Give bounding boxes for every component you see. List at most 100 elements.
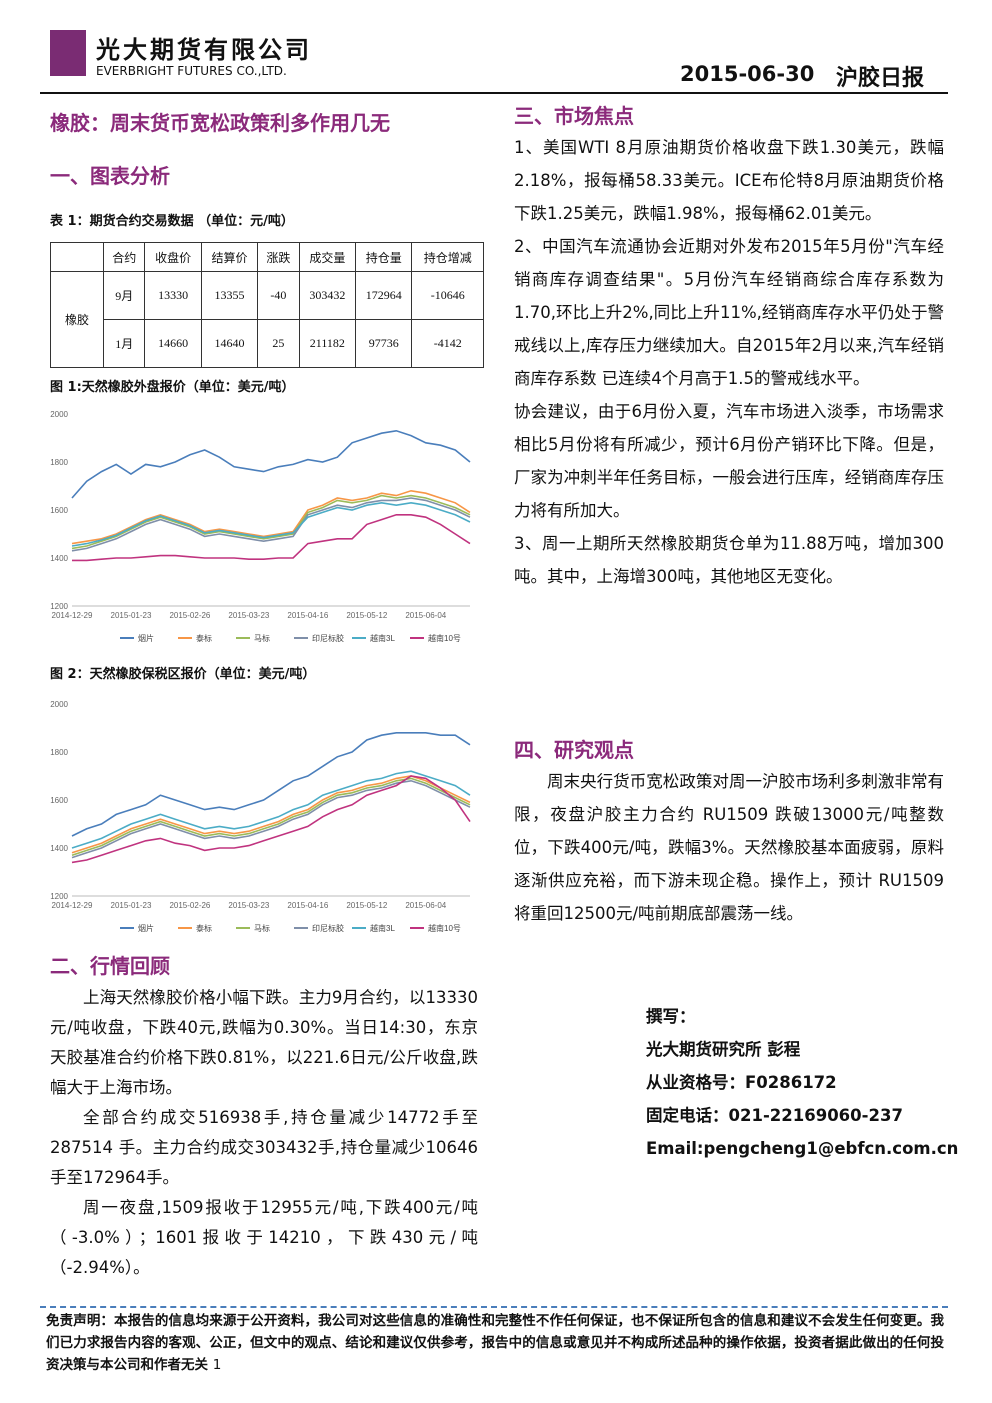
x-tick-label: 2015-06-04 (405, 901, 446, 910)
section-heading: 二、行情回顾 (50, 954, 170, 978)
chart: 1200 1400 1600 1800 2000 2014-12-29 2015-01-23… (50, 410, 471, 643)
legend-label: 印尼标胶 (312, 633, 344, 643)
section-heading: 一、图表分析 (50, 164, 170, 188)
x-tick-label: 2015-02-26 (169, 611, 210, 620)
x-tick-label: 2014-12-29 (52, 611, 93, 620)
th: 成交量 (298, 242, 357, 272)
line (71, 501, 471, 547)
td: -10646 (411, 271, 484, 320)
y-tick-label: 1800 (50, 458, 68, 467)
company-en: EVERBRIGHT FUTURES CO.,LTD. (96, 64, 287, 78)
td: -40 (257, 271, 300, 320)
td: 橡胶 (50, 271, 104, 368)
td: 211182 (298, 319, 357, 368)
th: 持仓量 (355, 242, 413, 272)
line (71, 429, 471, 499)
author-line: Email:pengcheng1@ebfcn.com.cn (646, 1139, 959, 1158)
x-tick-label: 2015-04-16 (287, 611, 328, 620)
author-line: 光大期货研究所 彭程 (646, 1040, 801, 1059)
td: 14640 (200, 319, 259, 368)
td: 97736 (355, 319, 413, 368)
td: 25 (257, 319, 300, 368)
disclaimer-text: 免责声明：本报告的信息均来源于公开资料，我公司对这些信息的准确性和完整性不作任何… (46, 1313, 944, 1373)
legend-label: 烟片 (138, 633, 154, 643)
table-caption: 表 1：期货合约交易数据 （单位：元/吨） (50, 214, 294, 229)
line (71, 775, 471, 864)
company-cn: 光大期货有限公司 (96, 36, 312, 64)
y-tick-label: 1600 (50, 506, 68, 515)
x-tick-label: 2014-12-29 (52, 901, 93, 910)
th: 合约 (102, 242, 146, 272)
legend-label: 马标 (254, 633, 270, 643)
legend-label: 越南3L (370, 633, 395, 643)
td: 13330 (144, 271, 202, 320)
author-line: 固定电话：021-22169060-237 (646, 1106, 903, 1125)
td: 172964 (355, 271, 413, 320)
author-line: 撰写： (646, 1007, 696, 1026)
paragraph: 1、美国WTI 8月原油期货价格收盘下跌1.30美元，跌幅2.18%，报每桶58… (514, 138, 944, 223)
line (71, 489, 471, 545)
paragraph: 周一夜盘,1509报收于12955元/吨,下跌400元/吨（-3.0%）；160… (50, 1198, 478, 1277)
x-tick-label: 2015-02-26 (169, 901, 210, 910)
header-rule (40, 92, 948, 94)
paragraph: 2、中国汽车流通协会近期对外发布2015年5月份"汽车经销商库存调查结果"。5月… (514, 237, 944, 388)
y-tick-label: 1200 (50, 602, 68, 611)
review: 上海天然橡胶价格小幅下跌。主力9月合约，以13330元/吨收盘，下跌40元,跌幅… (50, 983, 478, 1283)
legend-label: 烟片 (138, 923, 154, 933)
report-name: 沪胶日报 (836, 66, 925, 91)
title: 橡胶：周末货币宽松政策利多作用几无 (50, 111, 390, 135)
chart-title: 图 2：天然橡胶保税区报价（单位：美元/吨） (50, 667, 316, 682)
line (71, 777, 471, 856)
logo (50, 30, 86, 76)
y-tick-label: 1200 (50, 892, 68, 901)
paragraph: 协会建议，由于6月份入夏，汽车市场进入淡季，市场需求相比5月份将有所减少，预计6… (514, 402, 944, 520)
author-line: 从业资格号：F0286172 (646, 1073, 837, 1092)
paragraph: 3、周一上期所天然橡胶期货仓单为11.88万吨，增加300吨。其中，上海增300… (514, 534, 944, 586)
y-tick-label: 2000 (50, 410, 68, 419)
y-tick-label: 1600 (50, 796, 68, 805)
footer-rule (40, 1306, 948, 1308)
legend-label: 越南3L (370, 923, 395, 933)
line (72, 514, 471, 562)
section-heading: 四、研究观点 (514, 738, 634, 762)
td: 9月 (102, 271, 146, 320)
table: 合约 收盘价 结算价 涨跌 成交量 持仓量 持仓增减 橡胶 9月 13330 13355 -40 30… (50, 242, 484, 368)
line (71, 779, 471, 859)
y-tick-label: 1800 (50, 748, 68, 757)
legend-label: 泰标 (196, 633, 212, 643)
disclaimer: 免责声明：本报告的信息均来源于公开资料，我公司对这些信息的准确性和完整性不作任何… (46, 1310, 944, 1376)
date: 2015-06-30 (680, 62, 815, 86)
line (71, 775, 471, 854)
paragraph: 周末央行货币宽松政策对周一沪胶市场利多刺激非常有限，夜盘沪胶主力合约 RU150… (514, 772, 944, 923)
th: 涨跌 (257, 242, 300, 272)
x-tick-label: 2015-04-16 (287, 901, 328, 910)
x-tick-label: 2015-01-23 (111, 611, 152, 620)
x-tick-label: 2015-01-23 (111, 901, 152, 910)
y-tick-label: 1400 (50, 554, 68, 563)
line (71, 497, 471, 552)
legend-label: 越南10号 (428, 923, 461, 933)
line (71, 732, 471, 837)
x-tick-label: 2015-05-12 (346, 901, 387, 910)
td: 1月 (102, 319, 146, 368)
legend-label: 马标 (254, 923, 270, 933)
td: 303432 (298, 271, 357, 320)
legend-label: 印尼标胶 (312, 923, 344, 933)
x-tick-label: 2015-03-23 (228, 611, 269, 620)
x-tick-label: 2015-05-12 (346, 611, 387, 620)
legend-label: 越南10号 (428, 633, 461, 643)
td: -4142 (411, 319, 484, 368)
focus: 1、美国WTI 8月原油期货价格收盘下跌1.30美元，跌幅2.18%，报每桶58… (514, 131, 944, 593)
legend-label: 泰标 (196, 923, 212, 933)
chart-title: 图 1:天然橡胶外盘报价（单位：美元/吨） (50, 380, 295, 395)
th: 持仓增减 (411, 242, 484, 272)
page-number: 1 (212, 1357, 222, 1373)
paragraph: 上海天然橡胶价格小幅下跌。主力9月合约，以13330元/吨收盘，下跌40元,跌幅… (50, 988, 478, 1097)
x-tick-label: 2015-06-04 (405, 611, 446, 620)
line (71, 770, 471, 849)
paragraph: 全部合约成交516938手,持仓量减少14772手至287514 手。主力合约成… (50, 1108, 478, 1187)
x-tick-label: 2015-03-23 (228, 901, 269, 910)
author: 撰写： 光大期货研究所 彭程 从业资格号：F0286172 固定电话：021-2… (646, 1000, 958, 1165)
td: 13355 (200, 271, 259, 320)
